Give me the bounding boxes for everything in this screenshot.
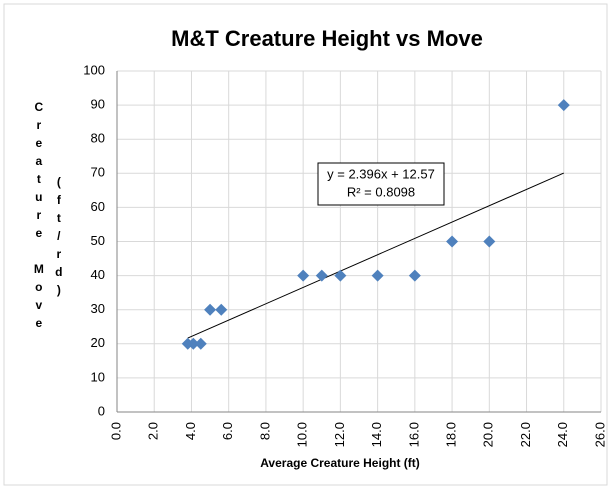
x-axis-label: Average Creature Height (ft)	[260, 456, 420, 470]
y-tick-label: 20	[91, 335, 105, 350]
y-tick-label: 30	[91, 301, 105, 316]
y-tick-label: 0	[98, 403, 105, 418]
point	[204, 303, 217, 316]
y-tick-label: 60	[91, 199, 105, 214]
x-tick-label: 2.0	[146, 422, 161, 440]
y-tick-label: 80	[91, 131, 105, 146]
x-tick-label: 6.0	[220, 422, 235, 440]
y-tick-label: 10	[91, 369, 105, 384]
x-tick-label: 26.0	[592, 422, 607, 447]
point	[446, 235, 459, 248]
x-tick-label: 12.0	[332, 422, 347, 447]
chart-border	[3, 3, 608, 486]
x-tick-label: 24.0	[555, 422, 570, 447]
trendline	[187, 172, 564, 339]
x-tick-label: 10.0	[295, 422, 310, 447]
point	[297, 269, 310, 282]
trendline-equation: y = 2.396x + 12.57	[327, 166, 435, 181]
y-tick-label: 50	[91, 233, 105, 248]
point	[215, 303, 228, 316]
chart-title: M&T Creature Height vs Move	[171, 26, 483, 51]
y-axis-label: Creature Move	[32, 100, 46, 334]
x-tick-label: 14.0	[369, 422, 384, 447]
trendline-r2: R² = 0.8098	[347, 184, 415, 199]
point	[187, 337, 200, 350]
y-tick-label: 40	[91, 267, 105, 282]
point	[483, 235, 496, 248]
point	[557, 99, 570, 112]
point	[408, 269, 421, 282]
x-tick-label: 8.0	[257, 422, 272, 440]
equation-box	[317, 162, 445, 206]
point	[371, 269, 384, 282]
point	[194, 337, 207, 350]
y-axis-unit: (ft/rd)	[52, 175, 66, 301]
x-tick-label: 4.0	[183, 422, 198, 440]
x-tick-label: 18.0	[444, 422, 459, 447]
point	[315, 269, 328, 282]
x-tick-label: 16.0	[406, 422, 421, 447]
y-tick-label: 90	[91, 97, 105, 112]
point	[334, 269, 347, 282]
x-tick-label: 20.0	[481, 422, 496, 447]
x-tick-label: 0.0	[108, 422, 123, 440]
y-tick-label: 100	[83, 62, 105, 77]
y-tick-label: 70	[91, 165, 105, 180]
x-tick-label: 22.0	[518, 422, 533, 447]
